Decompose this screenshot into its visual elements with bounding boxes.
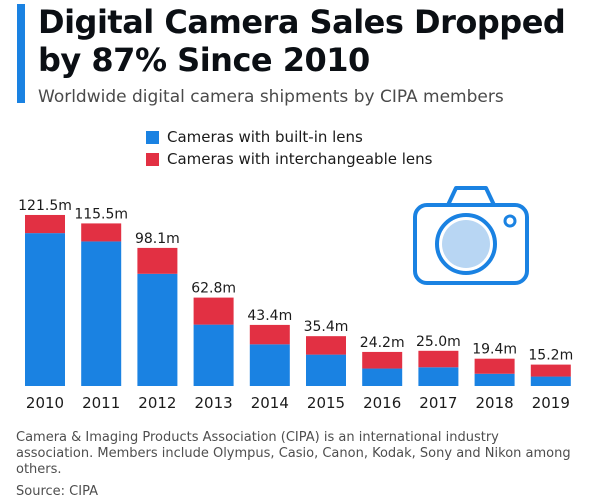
bar-built-in-2010 <box>25 233 65 386</box>
legend-label-interchangeable: Cameras with interchangeable lens <box>167 150 433 168</box>
legend-swatch-built-in <box>146 130 159 144</box>
data-label-2011: 115.5m <box>74 206 128 222</box>
x-tick-2016: 2016 <box>363 394 401 412</box>
camera-lens <box>442 220 490 268</box>
x-tick-2017: 2017 <box>419 394 457 412</box>
x-tick-2013: 2013 <box>195 394 233 412</box>
bar-interchangeable-2018 <box>474 358 515 374</box>
x-tick-2011: 2011 <box>82 394 120 412</box>
data-label-2016: 24.2m <box>360 335 405 351</box>
bar-built-in-2017 <box>418 367 459 386</box>
bar-interchangeable-2014 <box>249 324 290 345</box>
bar-built-in-2016 <box>362 368 403 386</box>
camera-lens-ring <box>435 213 497 275</box>
x-tick-2018: 2018 <box>476 394 514 412</box>
chart-subtitle: Worldwide digital camera shipments by CI… <box>38 87 504 107</box>
x-tick-2015: 2015 <box>307 394 345 412</box>
x-tick-2012: 2012 <box>138 394 176 412</box>
legend-item-built-in: Cameras with built-in lens <box>146 126 432 148</box>
data-label-2012: 98.1m <box>135 231 180 247</box>
bar-built-in-2018 <box>474 373 515 386</box>
bar-interchangeable-2013 <box>193 297 234 325</box>
bar-built-in-2015 <box>306 354 346 386</box>
bar-built-in-2013 <box>193 324 234 386</box>
x-tick-2010: 2010 <box>26 394 64 412</box>
bar-built-in-2014 <box>249 344 290 386</box>
bar-built-in-2011 <box>81 241 122 386</box>
bar-built-in-2012 <box>137 273 178 386</box>
legend-item-interchangeable: Cameras with interchangeable lens <box>146 148 432 170</box>
data-label-2017: 25.0m <box>416 334 461 350</box>
bar-interchangeable-2016 <box>362 351 403 369</box>
x-tick-2019: 2019 <box>532 394 570 412</box>
chart-title: Digital Camera Sales Dropped by 87% Sinc… <box>38 3 566 79</box>
data-label-2015: 35.4m <box>304 319 349 335</box>
bar-interchangeable-2015 <box>306 336 346 355</box>
data-label-2018: 19.4m <box>472 342 517 358</box>
title-accent-bar <box>17 4 25 103</box>
legend-swatch-interchangeable <box>146 152 159 166</box>
data-label-2014: 43.4m <box>247 308 292 324</box>
bar-interchangeable-2010 <box>25 214 65 234</box>
bar-interchangeable-2011 <box>81 223 122 242</box>
camera-body <box>413 203 529 285</box>
legend: Cameras with built-in lens Cameras with … <box>146 126 432 170</box>
camera-flash <box>503 214 517 228</box>
bar-interchangeable-2017 <box>418 350 459 368</box>
x-tick-2014: 2014 <box>251 394 289 412</box>
bar-chart: 121.5m 2010 115.5m 2011 98.1m 2012 62.8m 2013 43… <box>18 198 573 412</box>
camera-top <box>446 186 496 206</box>
bar-interchangeable-2012 <box>137 247 178 274</box>
source: Source: CIPA <box>16 484 98 499</box>
bar-interchangeable-2019 <box>530 364 571 377</box>
footnote: Camera & Imaging Products Association (C… <box>16 430 571 477</box>
camera-icon <box>413 186 529 285</box>
data-label-2013: 62.8m <box>191 281 236 297</box>
bar-built-in-2019 <box>530 376 571 386</box>
legend-label-built-in: Cameras with built-in lens <box>167 128 363 146</box>
data-label-2010: 121.5m <box>18 198 72 214</box>
data-label-2019: 15.2m <box>528 348 573 364</box>
